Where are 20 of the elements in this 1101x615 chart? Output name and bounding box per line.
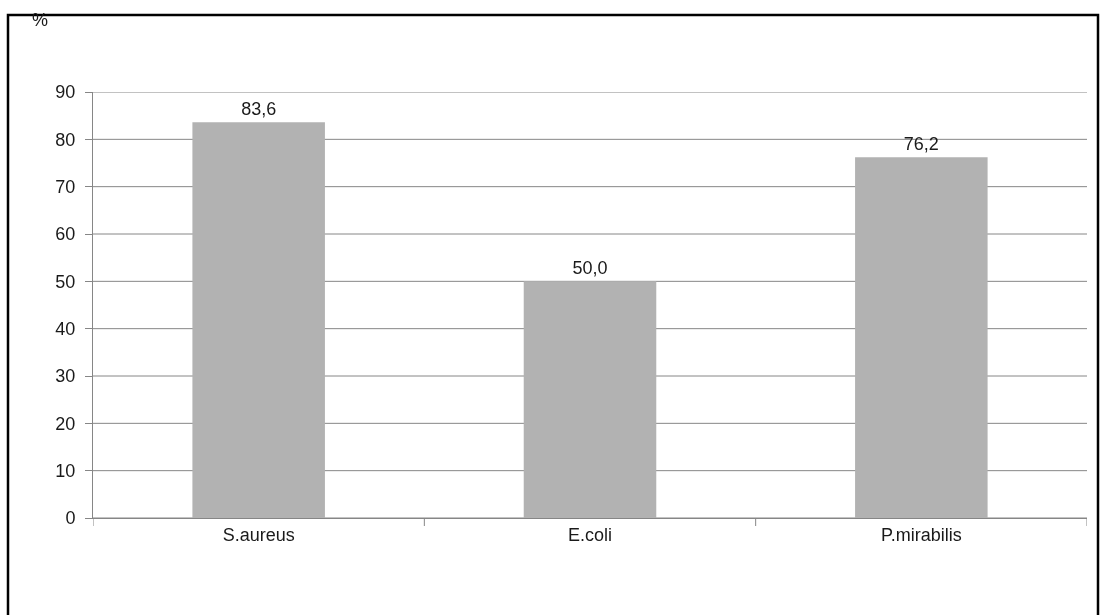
y-tick-label: 60	[55, 224, 76, 245]
y-axis-title: %	[32, 10, 49, 30]
x-tick-label: P.mirabilis	[880, 524, 962, 545]
y-tick-label: 30	[55, 366, 76, 387]
data-label: 50,0	[572, 258, 608, 279]
x-tick-label: S.aureus	[222, 524, 295, 545]
data-label: 83,6	[241, 99, 277, 120]
y-tick-label: 90	[55, 82, 76, 103]
y-tick-label: 20	[55, 413, 76, 434]
y-tick-label: 50	[55, 271, 76, 292]
bar	[855, 157, 988, 518]
y-tick-label: 40	[55, 318, 76, 339]
y-tick-label: 70	[55, 176, 76, 197]
data-label: 76,2	[903, 134, 939, 155]
y-tick-label: 10	[55, 460, 76, 481]
bar	[192, 122, 325, 518]
y-tick-label: 80	[55, 129, 76, 150]
x-tick-label: E.coli	[567, 524, 613, 545]
bar	[523, 281, 657, 518]
y-tick-label: 0	[65, 508, 76, 529]
